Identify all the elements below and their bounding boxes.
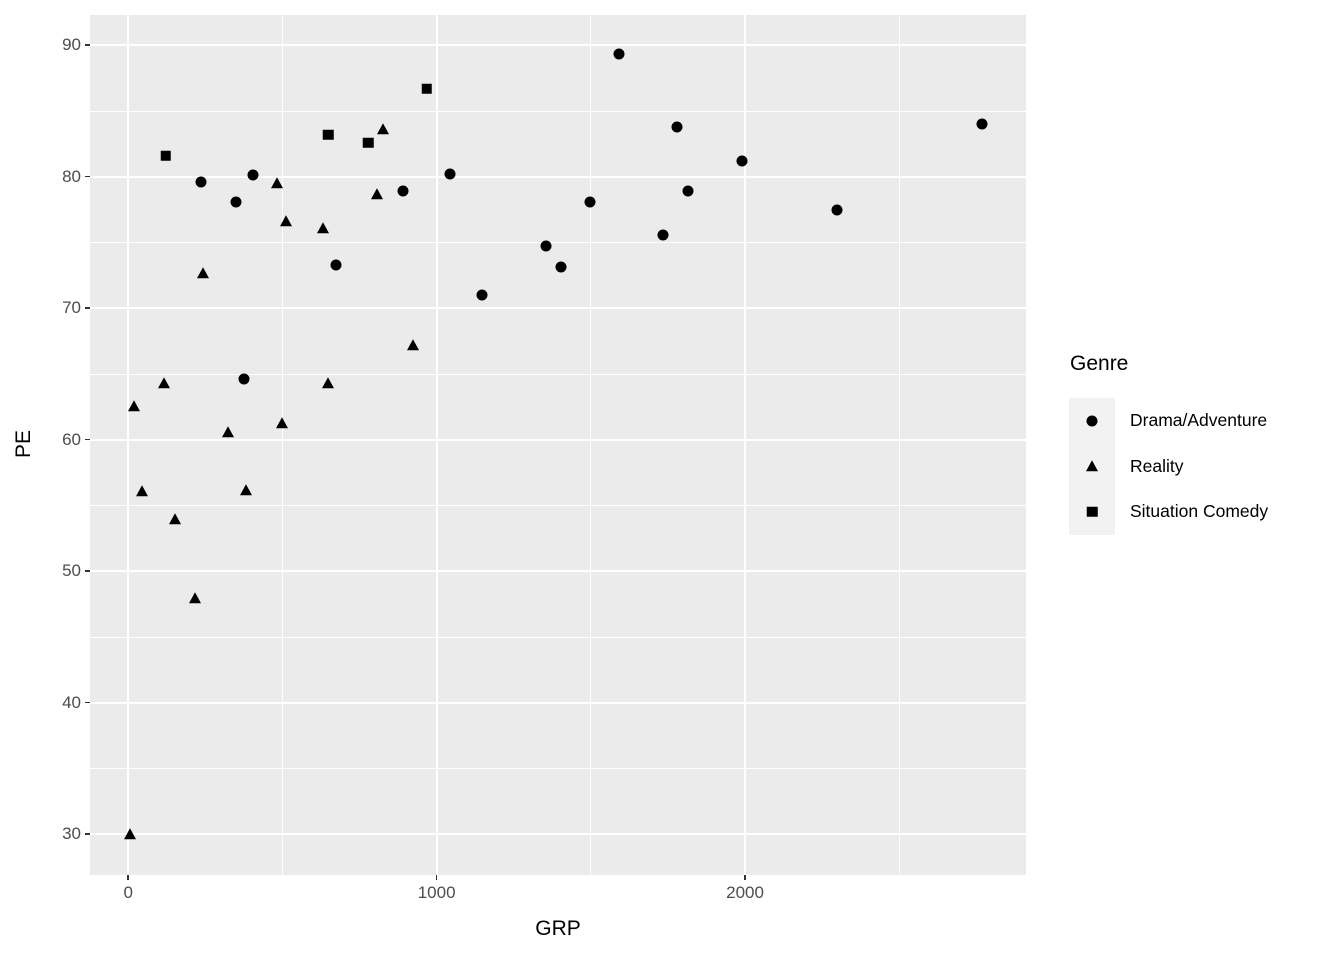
- x-major-gridline: [435, 15, 438, 875]
- legend-item-label: Situation Comedy: [1130, 501, 1269, 522]
- data-point-triangle: [135, 485, 148, 497]
- data-point-square: [322, 129, 334, 140]
- data-point-triangle: [169, 512, 182, 524]
- data-point-triangle: [279, 215, 292, 227]
- x-tick-mark: [435, 875, 438, 880]
- legend-item: Reality: [1069, 443, 1268, 489]
- data-point-circle: [976, 118, 988, 130]
- data-point-square: [421, 83, 433, 94]
- data-point-circle: [444, 168, 456, 180]
- y-minor-gridline: [90, 768, 1026, 769]
- data-point-circle: [230, 196, 242, 208]
- data-point-circle: [736, 155, 748, 167]
- data-point-square: [160, 150, 171, 161]
- data-point-triangle: [221, 426, 234, 438]
- data-point-circle: [476, 289, 488, 301]
- data-point-triangle: [371, 188, 384, 200]
- legend-item: Situation Comedy: [1069, 489, 1268, 535]
- y-minor-gridline: [90, 636, 1026, 638]
- y-tick-label: 80: [62, 166, 81, 186]
- data-point-circle: [195, 176, 207, 188]
- data-point-circle: [247, 169, 259, 181]
- y-minor-gridline: [90, 242, 1026, 243]
- y-tick-mark: [85, 307, 90, 309]
- data-point-triangle: [188, 591, 201, 603]
- y-major-gridline: [90, 307, 1026, 310]
- legend: Genre Drama/Adventure Reality Situation Co…: [1069, 352, 1268, 535]
- y-tick-mark: [85, 570, 90, 572]
- y-tick-label: 50: [62, 561, 81, 581]
- data-point-circle: [682, 185, 694, 197]
- data-point-circle: [397, 185, 409, 197]
- y-major-gridline: [90, 833, 1026, 836]
- y-tick-label: 70: [62, 298, 81, 318]
- data-point-triangle: [316, 222, 329, 234]
- data-point-triangle: [275, 416, 288, 428]
- y-tick-mark: [85, 175, 90, 178]
- x-minor-gridline: [282, 15, 283, 875]
- data-point-triangle: [240, 483, 253, 495]
- x-tick-label: 1000: [417, 883, 456, 902]
- data-point-triangle: [322, 377, 335, 389]
- data-point-square: [362, 137, 374, 148]
- y-major-gridline: [90, 44, 1026, 47]
- y-tick-mark: [85, 44, 90, 46]
- x-tick-mark: [744, 875, 746, 880]
- square-icon: [1086, 506, 1098, 517]
- x-minor-gridline: [590, 15, 592, 875]
- legend-item: Drama/Adventure: [1069, 398, 1268, 444]
- y-major-gridline: [90, 438, 1026, 441]
- data-point-circle: [238, 373, 250, 385]
- y-tick-mark: [85, 833, 90, 835]
- x-tick-label: 2000: [726, 883, 764, 902]
- data-point-triangle: [123, 828, 136, 840]
- triangle-legend-key-icon: [1069, 443, 1115, 489]
- legend-item-label: Drama/Adventure: [1130, 410, 1268, 431]
- circle-legend-key-icon: [1069, 398, 1115, 444]
- data-point-circle: [613, 48, 625, 60]
- y-tick-mark: [85, 438, 90, 441]
- y-major-gridline: [90, 175, 1026, 178]
- data-point-triangle: [406, 339, 419, 351]
- y-minor-gridline: [90, 505, 1026, 506]
- x-axis-title: GRP: [535, 917, 581, 940]
- y-tick-label: 60: [62, 429, 81, 449]
- y-tick-mark: [85, 701, 90, 704]
- data-point-triangle: [197, 267, 210, 279]
- legend-item-label: Reality: [1130, 455, 1184, 476]
- y-tick-label: 30: [62, 824, 81, 844]
- data-point-circle: [671, 121, 683, 133]
- data-point-circle: [584, 196, 596, 208]
- plot-panel: [90, 15, 1026, 875]
- legend-items: Drama/Adventure Reality Situation Comedy: [1069, 398, 1268, 535]
- triangle-icon: [1086, 460, 1098, 472]
- data-point-triangle: [270, 177, 283, 189]
- data-point-circle: [330, 259, 342, 271]
- legend-title: Genre: [1070, 352, 1129, 375]
- y-major-gridline: [90, 701, 1026, 704]
- data-point-circle: [555, 261, 567, 273]
- circle-icon: [1086, 415, 1098, 427]
- x-tick-mark: [127, 875, 129, 880]
- y-minor-gridline: [90, 373, 1026, 375]
- data-point-circle: [657, 229, 669, 241]
- data-point-circle: [831, 204, 843, 216]
- data-point-triangle: [128, 399, 141, 411]
- x-minor-gridline: [898, 15, 900, 875]
- y-tick-label: 90: [62, 35, 81, 55]
- x-major-gridline: [127, 15, 130, 875]
- square-legend-key-icon: [1069, 489, 1115, 535]
- data-point-triangle: [376, 123, 389, 135]
- data-point-triangle: [158, 377, 171, 389]
- x-tick-label: 0: [123, 883, 133, 902]
- y-tick-label: 40: [62, 692, 81, 712]
- y-minor-gridline: [90, 110, 1026, 112]
- x-major-gridline: [744, 15, 746, 875]
- y-major-gridline: [90, 570, 1026, 573]
- data-point-circle: [540, 240, 551, 252]
